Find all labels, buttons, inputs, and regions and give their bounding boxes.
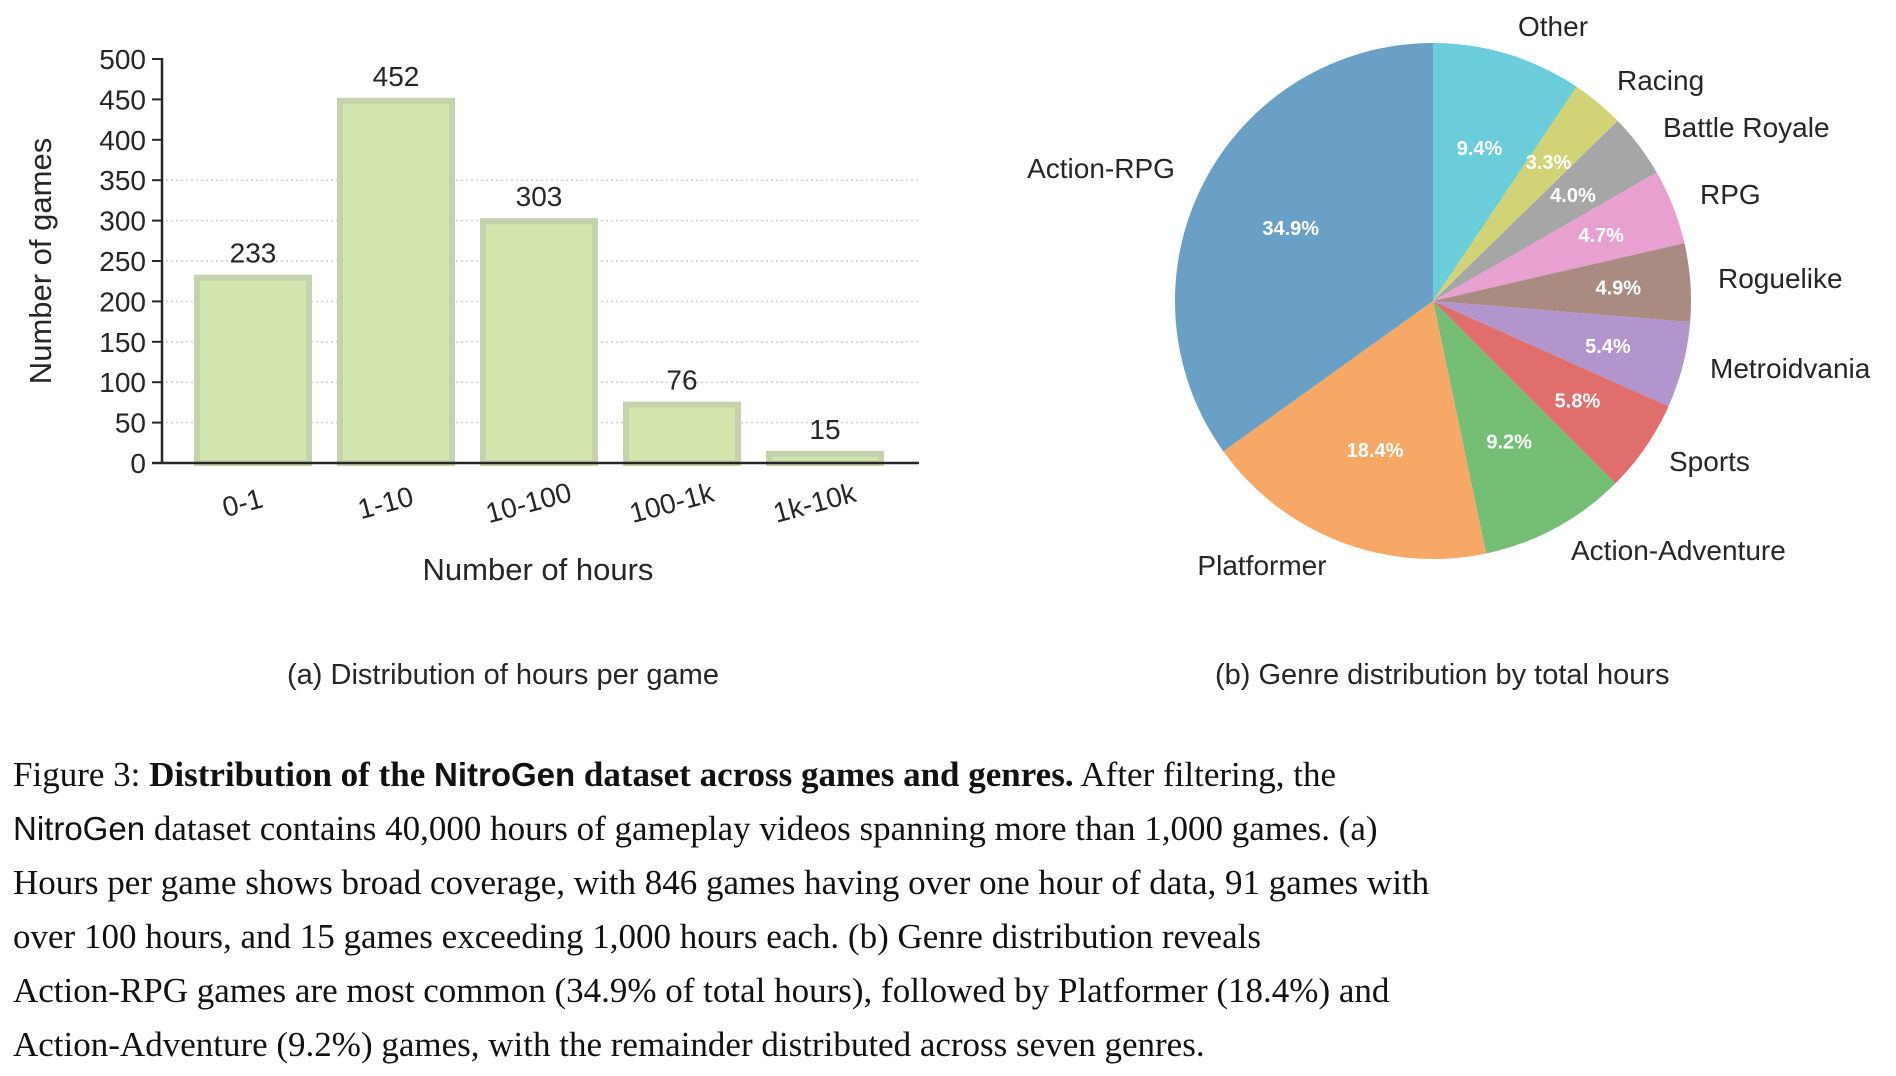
bars	[194, 97, 884, 467]
figure-caption: Figure 3: Distribution of the NitroGen d…	[13, 748, 1893, 1072]
pie-category-label: Racing	[1617, 65, 1704, 96]
pie-category-label: Battle Royale	[1663, 112, 1830, 143]
pie-percent-label: 9.2%	[1486, 432, 1532, 454]
pie-category-label: Sports	[1669, 446, 1750, 477]
x-axis-label: Number of hours	[423, 552, 654, 587]
y-tick-label: 300	[99, 206, 146, 237]
y-tick-label: 250	[99, 246, 146, 277]
caption-line-3: Hours per game shows broad coverage, wit…	[13, 863, 1430, 902]
pie-chart: 9.4% 3.3% 4.0% 4.7% 4.9% 5.4% 5.8% 9.2% 18.4% 34.…	[1027, 11, 1871, 581]
y-tick-label: 500	[99, 44, 146, 75]
y-tick-label: 450	[99, 84, 146, 115]
caption-line-1: Figure 3: Distribution of the NitroGen d…	[13, 755, 1336, 794]
caption-line-2: NitroGen dataset contains 40,000 hours o…	[13, 809, 1378, 848]
subcaption-a: (a) Distribution of hours per game	[287, 659, 719, 691]
bar	[337, 97, 455, 466]
pie-percent-label: 5.4%	[1585, 336, 1631, 358]
pie-slice	[1433, 301, 1691, 407]
y-ticks: 0 50 100 150 200 250 300 350 400 450 500	[99, 44, 162, 479]
subcaption-b: (b) Genre distribution by total hours	[1215, 659, 1670, 691]
caption-line-6: Action-Adventure (9.2%) games, with the …	[13, 1025, 1205, 1064]
y-tick-label: 0	[130, 448, 146, 479]
pie-slices	[1175, 43, 1691, 559]
pie-slice	[1433, 243, 1691, 323]
pie-percent-label: 34.9%	[1262, 218, 1319, 240]
pie-slice	[1433, 43, 1577, 301]
pie-category-label: Action-RPG	[1027, 153, 1175, 184]
pie-category-label: Other	[1518, 11, 1588, 42]
caption-line-4: over 100 hours, and 15 games exceeding 1…	[13, 917, 1261, 956]
bar	[194, 274, 312, 466]
caption-line-5: Action-RPG games are most common (34.9% …	[13, 971, 1390, 1010]
bar-chart: 0 50 100 150 200 250 300 350 400 450 500 233 452 303…	[23, 44, 919, 587]
pie-percent-label: 18.4%	[1347, 440, 1404, 462]
pie-category-label: Roguelike	[1718, 263, 1843, 294]
pie-category-label: Action-Adventure	[1571, 535, 1786, 566]
pie-percent-label: 4.9%	[1595, 278, 1641, 300]
figure-title: Distribution of the NitroGen dataset acr…	[149, 755, 1074, 794]
pie-percent-label: 9.4%	[1457, 138, 1503, 160]
bar-value-label: 233	[230, 238, 277, 269]
pie-percent-label: 4.0%	[1550, 185, 1596, 207]
y-axis-label: Number of games	[23, 138, 58, 384]
pie-category-label: Metroidvania	[1710, 353, 1871, 384]
pie-slice	[1433, 86, 1618, 301]
y-tick-label: 50	[115, 408, 146, 439]
pie-percent-labels: 9.4% 3.3% 4.0% 4.7% 4.9% 5.4% 5.8% 9.2% 18.4% 34.…	[1262, 138, 1641, 462]
pie-slice	[1433, 301, 1669, 484]
pie-percent-label: 4.7%	[1578, 225, 1624, 247]
bar-value-label: 303	[516, 181, 563, 212]
pie-category-label: Platformer	[1197, 550, 1326, 581]
y-tick-label: 100	[99, 367, 146, 398]
pie-slice	[1175, 43, 1433, 452]
bar-value-label: 15	[809, 414, 840, 445]
y-tick-label: 400	[99, 125, 146, 156]
bar-value-label: 452	[373, 61, 420, 92]
pie-slice	[1433, 301, 1616, 554]
pie-category-label: RPG	[1700, 179, 1761, 210]
pie-slice	[1433, 172, 1685, 301]
bar-value-labels: 233 452 303 76 15	[230, 61, 841, 445]
pie-percent-label: 3.3%	[1526, 152, 1572, 174]
y-tick-label: 200	[99, 286, 146, 317]
figure-label: Figure 3:	[13, 755, 141, 794]
pie-slice	[1223, 301, 1487, 559]
y-tick-label: 350	[99, 165, 146, 196]
pie-category-labels: Other Racing Battle Royale RPG Roguelike Metr…	[1027, 11, 1871, 581]
y-tick-label: 150	[99, 327, 146, 358]
pie-percent-label: 5.8%	[1555, 391, 1601, 413]
pie-slice	[1433, 120, 1657, 301]
bar-value-label: 76	[666, 365, 697, 396]
